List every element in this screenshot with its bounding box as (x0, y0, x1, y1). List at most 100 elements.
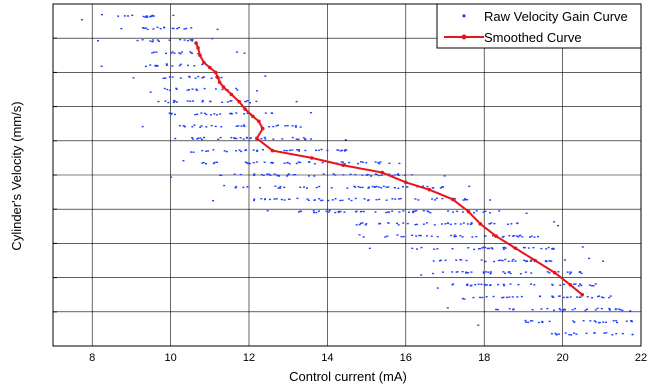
raw-point (433, 224, 436, 226)
raw-point (415, 235, 418, 237)
raw-point (284, 125, 287, 127)
raw-point (413, 210, 416, 212)
raw-point (304, 138, 307, 141)
raw-point (621, 332, 624, 335)
raw-point (422, 185, 425, 187)
raw-point (313, 175, 316, 177)
raw-point (459, 258, 462, 261)
raw-point (374, 211, 377, 213)
raw-point (489, 271, 492, 273)
smoothed-marker (198, 53, 202, 58)
raw-point (540, 247, 543, 250)
raw-point (492, 295, 495, 298)
raw-point (201, 63, 204, 66)
raw-point (210, 114, 213, 116)
raw-point (255, 161, 258, 163)
raw-point (541, 320, 544, 323)
raw-point (594, 309, 597, 311)
raw-point (236, 89, 239, 91)
raw-point (391, 210, 394, 212)
raw-point (507, 260, 510, 263)
raw-point (221, 88, 224, 91)
raw-point (242, 138, 245, 140)
raw-point (574, 283, 577, 285)
raw-point (313, 199, 316, 201)
raw-point (414, 223, 417, 226)
raw-point (393, 186, 396, 189)
raw-point (412, 210, 415, 213)
raw-point (621, 309, 624, 312)
raw-point (178, 52, 181, 54)
raw-point (211, 37, 214, 40)
raw-point (177, 26, 180, 29)
legend-raw-marker: • (462, 9, 466, 23)
raw-point (589, 320, 592, 322)
raw-point (430, 235, 433, 237)
smoothed-marker (380, 170, 385, 175)
raw-point (571, 309, 574, 311)
raw-point (388, 162, 391, 165)
raw-point (380, 174, 383, 176)
raw-point (221, 101, 224, 103)
raw-point (552, 248, 555, 250)
smoothed-marker (309, 156, 314, 160)
raw-point (502, 271, 505, 273)
raw-point (466, 223, 469, 225)
raw-point (332, 173, 335, 175)
raw-point (555, 333, 558, 336)
raw-point (146, 16, 149, 18)
raw-point (552, 296, 555, 298)
raw-point (286, 124, 289, 127)
raw-point (152, 28, 155, 30)
raw-point (260, 174, 263, 176)
raw-point (308, 161, 311, 164)
raw-point (489, 199, 492, 201)
raw-point (252, 199, 255, 202)
raw-point (530, 259, 533, 261)
raw-point (484, 271, 487, 273)
raw-point (533, 236, 536, 238)
raw-point (149, 40, 152, 42)
raw-point (568, 333, 571, 336)
legend-raw-label: Raw Velocity Gain Curve (484, 9, 628, 24)
raw-point (359, 161, 362, 163)
x-tick-label: 16 (400, 352, 412, 364)
raw-point (605, 321, 608, 324)
raw-point (380, 187, 383, 189)
raw-point (294, 125, 297, 127)
raw-point (230, 99, 233, 102)
raw-point (415, 223, 418, 226)
raw-point (580, 284, 583, 287)
raw-point (162, 77, 165, 79)
smoothed-line (195, 42, 583, 296)
raw-point (524, 271, 527, 273)
raw-point (141, 125, 144, 128)
raw-point (545, 260, 548, 263)
raw-point (337, 210, 340, 213)
raw-point (157, 100, 160, 103)
raw-point (525, 321, 528, 323)
raw-point (483, 283, 486, 286)
raw-point (516, 222, 519, 224)
raw-point (575, 296, 578, 298)
raw-point (196, 138, 199, 140)
raw-point (456, 210, 459, 213)
raw-point (170, 52, 173, 54)
raw-point (263, 161, 266, 163)
raw-point (318, 185, 321, 188)
raw-point (201, 101, 204, 103)
raw-point (250, 137, 253, 139)
raw-point (278, 187, 281, 189)
raw-point (287, 173, 290, 175)
raw-point (359, 186, 362, 189)
raw-point (557, 271, 560, 273)
raw-point (193, 65, 196, 67)
raw-point (243, 52, 246, 54)
raw-point (200, 138, 203, 141)
raw-point (269, 174, 272, 176)
smoothed-marker (251, 114, 255, 119)
raw-point (172, 14, 175, 17)
raw-point (425, 235, 428, 237)
raw-point (342, 174, 345, 176)
raw-point (337, 211, 340, 213)
